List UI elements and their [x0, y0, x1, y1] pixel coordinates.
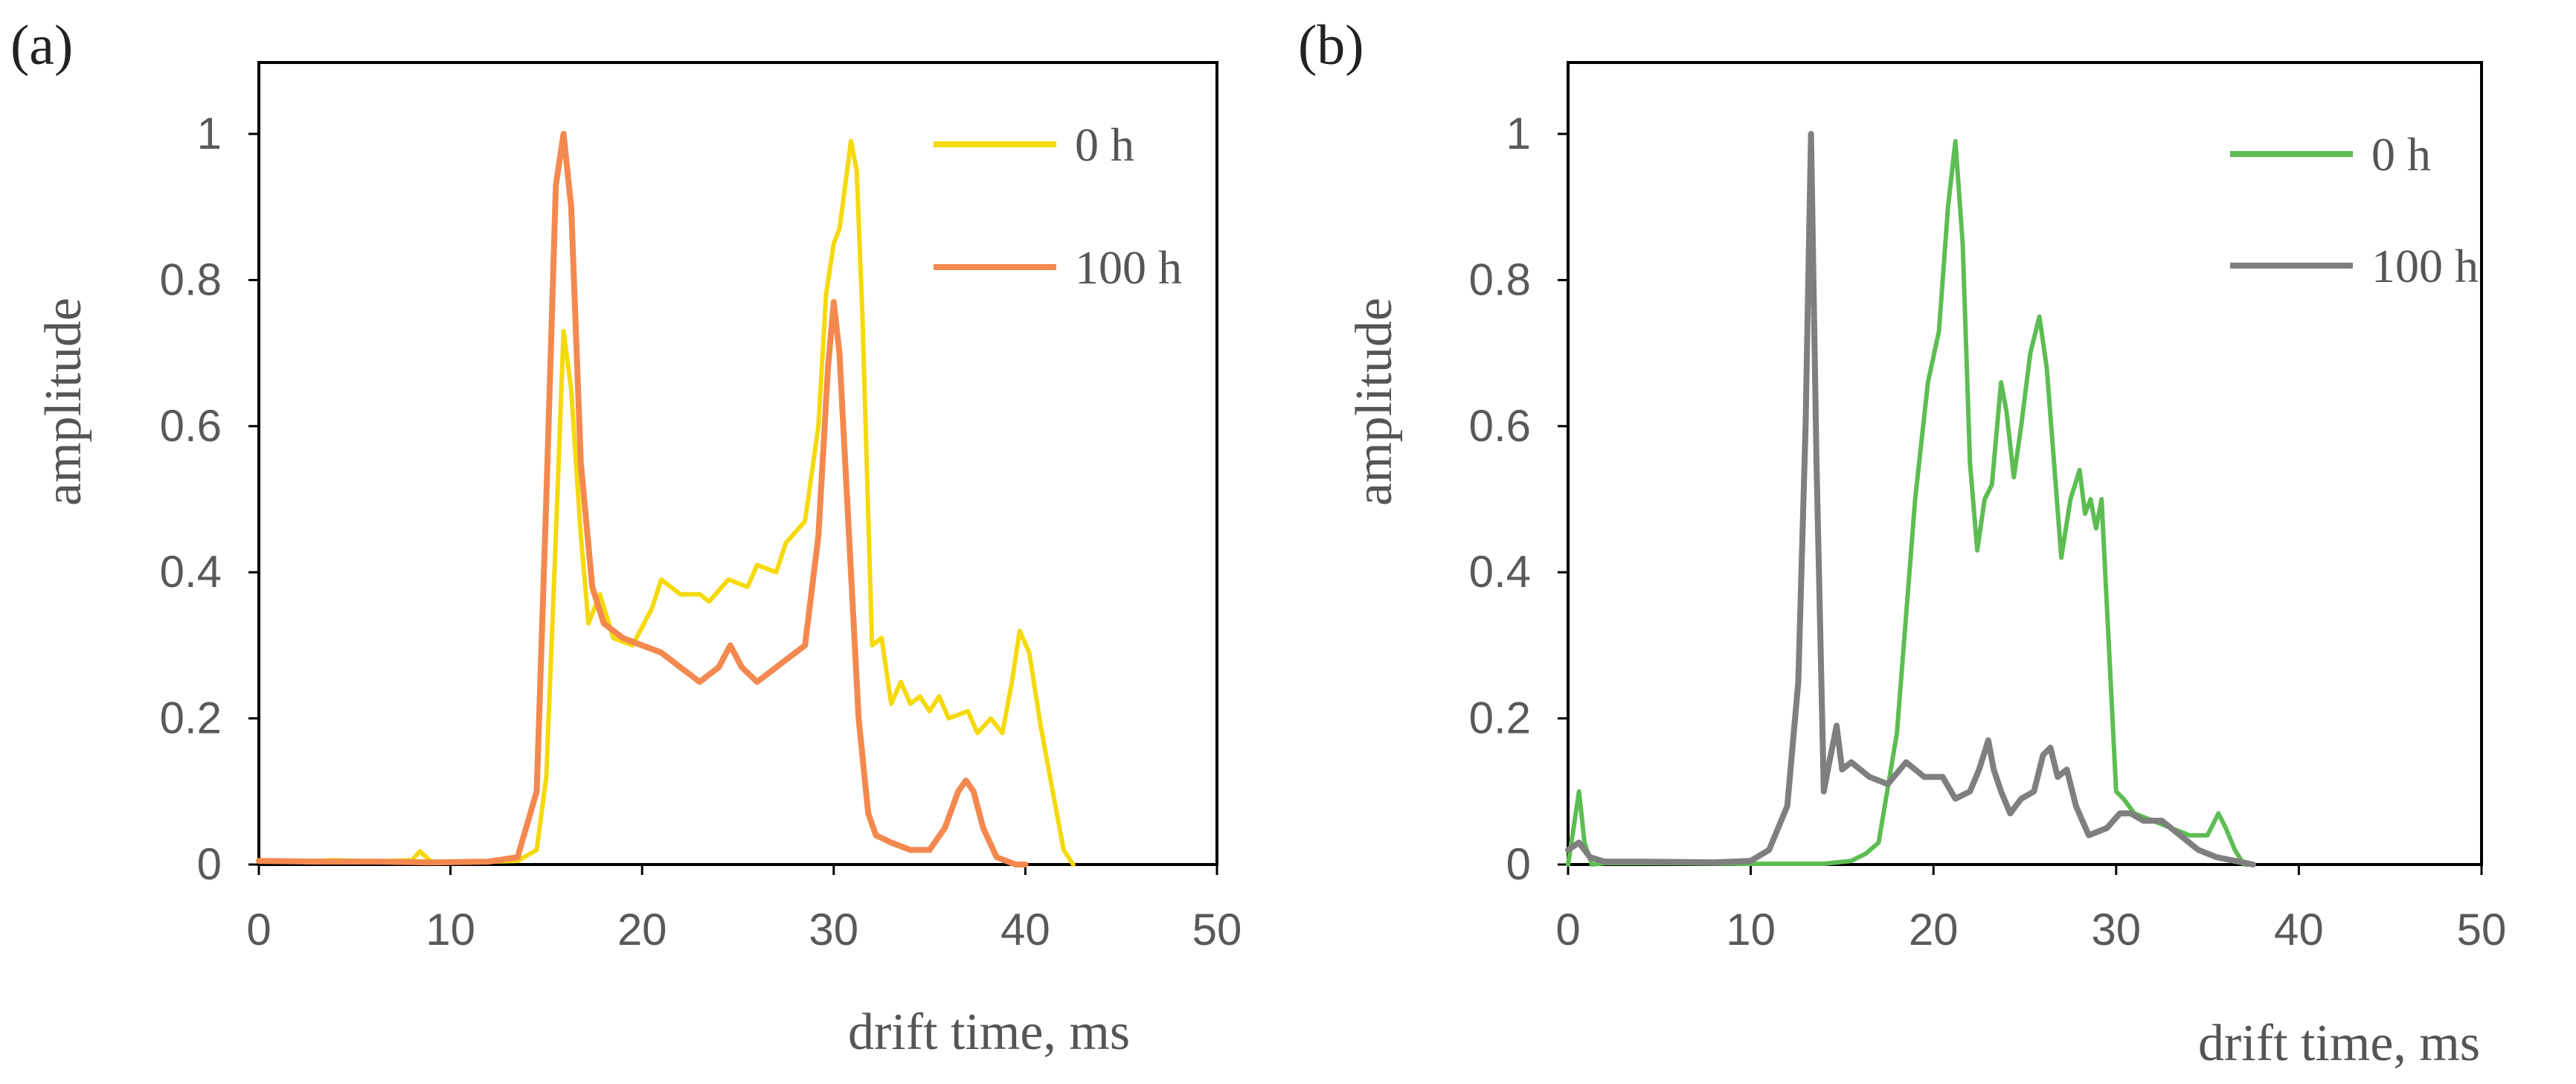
series-line-100h	[256, 131, 1029, 867]
y-tick-label: 0.2	[1469, 693, 1531, 743]
series-line-100h	[1565, 131, 2256, 867]
plot-frame	[1567, 61, 2483, 866]
y-tick-label: 0	[1506, 839, 1531, 889]
y-tick-label: 0.4	[160, 547, 222, 597]
y-axis-title: amplitude	[35, 298, 92, 506]
y-tick-label: 0.8	[1469, 254, 1531, 304]
chart-panel-a: (a)00.20.40.60.810 10 20 30 40 50amplitudedri…	[10, 14, 1242, 1061]
x-tick-label: 0	[1555, 905, 1580, 955]
legend-label: 100 h	[2371, 240, 2479, 292]
x-tick-label: 20	[617, 905, 667, 955]
x-tick-label: 30	[809, 905, 858, 955]
x-tick-label: 30	[2091, 905, 2141, 955]
y-tick-label: 0.6	[160, 401, 222, 451]
panel-label: (b)	[1298, 14, 1364, 77]
panel-label: (a)	[10, 14, 73, 77]
x-tick-label: 50	[2457, 905, 2507, 955]
x-axis-title: drift time, ms	[848, 1004, 1130, 1061]
x-tick-label: 20	[1909, 905, 1959, 955]
x-tick-label: 50	[1192, 905, 1242, 955]
plot-frame	[257, 61, 1218, 866]
y-tick-label: 0	[197, 839, 222, 889]
x-tick-label: 10	[1726, 905, 1776, 955]
y-tick-label: 0.6	[1469, 401, 1531, 451]
y-tick-label: 0.4	[1469, 547, 1531, 597]
y-tick-label: 1	[197, 109, 222, 158]
legend-label: 0 h	[1075, 118, 1134, 171]
chart-panel-b: (b)00.20.40.60.810 10 20 30 40 50amplitudedri…	[1298, 14, 2506, 1072]
x-axis-title: drift time, ms	[2198, 1015, 2480, 1072]
series-line-0h	[257, 138, 1076, 867]
x-tick-label: 40	[2274, 905, 2324, 955]
y-tick-label: 1	[1506, 109, 1531, 158]
x-tick-label: 10	[425, 905, 475, 955]
series-line-0h	[1566, 138, 2255, 867]
y-axis-title: amplitude	[1346, 298, 1403, 506]
y-tick-label: 0.2	[160, 693, 222, 743]
legend-label: 0 h	[2371, 128, 2431, 181]
legend-label: 100 h	[1075, 241, 1182, 294]
y-tick-label: 0.8	[160, 254, 222, 304]
x-tick-label: 40	[1000, 905, 1050, 955]
x-tick-label: 0	[246, 905, 271, 955]
